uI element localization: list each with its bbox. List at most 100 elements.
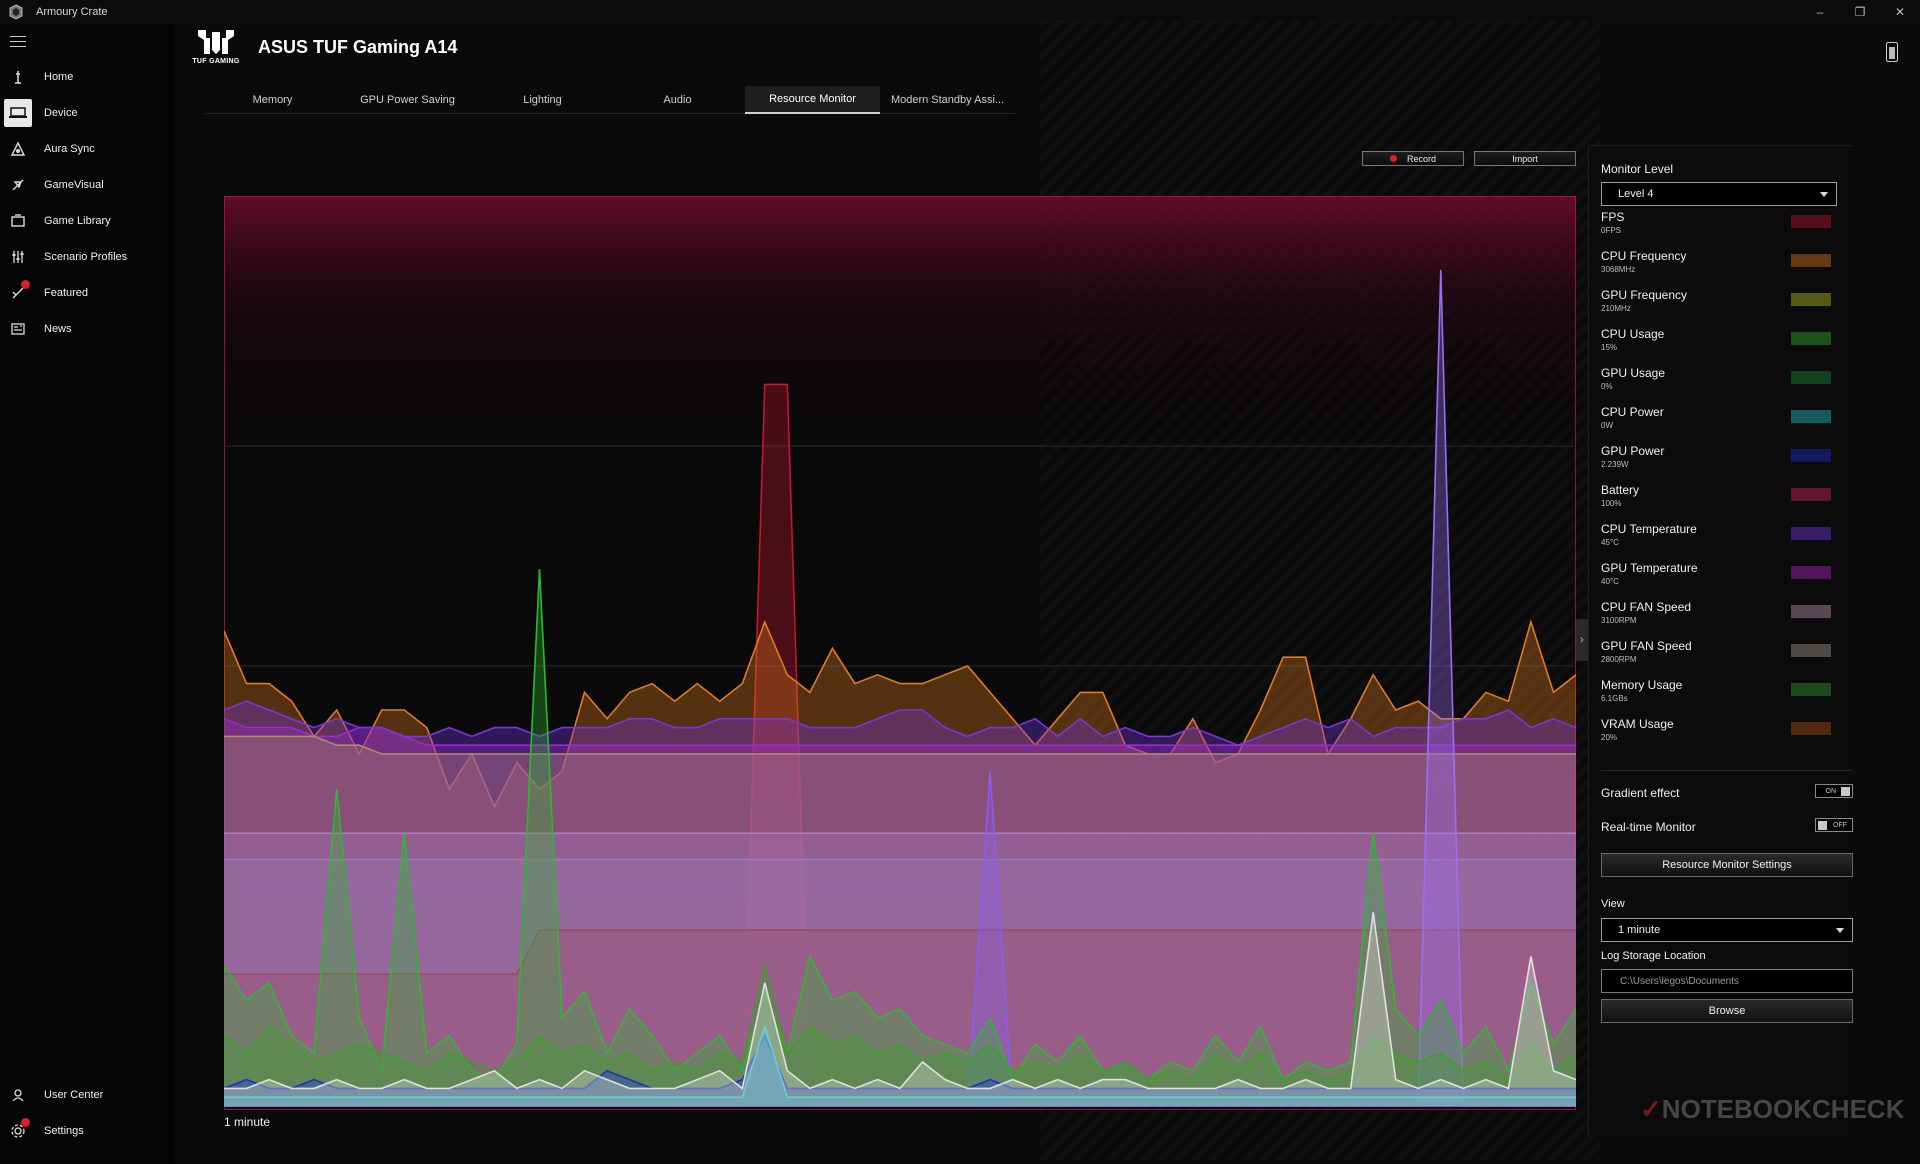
- hamburger-menu-icon[interactable]: [10, 36, 26, 48]
- sidebar-item-label: Settings: [44, 1125, 84, 1137]
- metric-color-swatch[interactable]: [1791, 215, 1831, 228]
- log-storage-label: Log Storage Location: [1601, 950, 1706, 962]
- metric-color-swatch[interactable]: [1791, 293, 1831, 306]
- monitor-level-label: Monitor Level: [1601, 162, 1674, 176]
- series-area: [224, 912, 1576, 1106]
- chevron-down-icon: [1836, 928, 1844, 933]
- metric-color-swatch[interactable]: [1791, 449, 1831, 462]
- sidebar-item-featured[interactable]: Featured: [0, 276, 175, 310]
- maximize-icon[interactable]: ❐: [1854, 5, 1866, 19]
- sidebar-item-home[interactable]: Home: [0, 60, 175, 94]
- metric-color-swatch[interactable]: [1791, 488, 1831, 501]
- minimize-icon[interactable]: –: [1816, 5, 1824, 19]
- metric-value: 2.239W: [1601, 460, 1629, 469]
- metric-color-swatch[interactable]: [1791, 722, 1831, 735]
- metric-row[interactable]: Battery 100%: [1601, 483, 1841, 522]
- sidebar-item-news[interactable]: News: [0, 312, 175, 346]
- tab-modern-standby-assistant[interactable]: Modern Standby Assi...: [890, 94, 1005, 106]
- metric-row[interactable]: GPU Frequency 210MHz: [1601, 288, 1841, 327]
- metric-value: 6.1GBs: [1601, 694, 1628, 703]
- metric-color-swatch[interactable]: [1791, 527, 1831, 540]
- resource-monitor-settings-button[interactable]: Resource Monitor Settings: [1601, 853, 1853, 877]
- metric-row[interactable]: CPU Temperature 45°C: [1601, 522, 1841, 561]
- metric-list[interactable]: FPS 0FPS CPU Frequency 3068MHz GPU Frequency…: [1589, 210, 1853, 758]
- sidebar-item-label: Scenario Profiles: [44, 251, 128, 263]
- series-line: [224, 718, 1576, 747]
- metric-name: VRAM Usage: [1601, 717, 1674, 731]
- metric-color-swatch[interactable]: [1791, 644, 1831, 657]
- metric-color-swatch[interactable]: [1791, 332, 1831, 345]
- metric-value: 210MHz: [1601, 304, 1631, 313]
- metric-value: 0%: [1601, 382, 1613, 391]
- record-button[interactable]: Record: [1362, 151, 1464, 166]
- sidebar-item-label: GameVisual: [44, 179, 104, 191]
- sidebar-item-label: Home: [44, 71, 74, 83]
- metric-row[interactable]: Memory Usage 6.1GBs: [1601, 678, 1841, 717]
- metric-color-swatch[interactable]: [1791, 254, 1831, 267]
- sidebar-item-user-center[interactable]: User Center: [0, 1078, 175, 1112]
- metric-row[interactable]: FPS 0FPS: [1601, 210, 1841, 249]
- metric-row[interactable]: CPU FAN Speed 3100RPM: [1601, 600, 1841, 639]
- panel-collapse-button[interactable]: ›: [1576, 619, 1588, 661]
- browse-button[interactable]: Browse: [1601, 999, 1853, 1023]
- metric-name: CPU Frequency: [1601, 249, 1687, 263]
- metric-name: CPU Power: [1601, 405, 1664, 419]
- realtime-monitor-toggle[interactable]: OFF: [1815, 818, 1853, 832]
- metric-row[interactable]: GPU FAN Speed 2800RPM: [1601, 639, 1841, 678]
- tab-memory[interactable]: Memory: [252, 94, 293, 106]
- log-storage-path-field[interactable]: C:\Users\legos\Documents: [1601, 969, 1853, 993]
- metric-name: Memory Usage: [1601, 678, 1683, 692]
- metric-row[interactable]: CPU Usage 15%: [1601, 327, 1841, 366]
- sidebar-item-settings[interactable]: Settings: [0, 1114, 175, 1148]
- monitor-settings-panel: Monitor Level Level 4 FPS 0FPS CPU Frequen…: [1588, 145, 1853, 1135]
- chevron-down-icon: [1820, 192, 1828, 197]
- metric-color-swatch[interactable]: [1791, 566, 1831, 579]
- toggle-knob: [1841, 786, 1850, 796]
- sidebar-item-gamevisual[interactable]: GameVisual: [0, 168, 175, 202]
- metric-row[interactable]: GPU Usage 0%: [1601, 366, 1841, 405]
- import-button[interactable]: Import: [1474, 151, 1576, 166]
- sidebar-item-label: Device: [44, 107, 78, 119]
- series-line: [224, 912, 1576, 1090]
- series-area: [224, 859, 1576, 1106]
- metric-row[interactable]: VRAM Frequency: [1601, 756, 1841, 758]
- tab-audio[interactable]: Audio: [663, 94, 692, 106]
- game-library-icon: [4, 207, 32, 235]
- gradient-effect-toggle[interactable]: ON: [1815, 784, 1853, 798]
- device-battery-icon[interactable]: [1886, 42, 1898, 62]
- armoury-crate-logo-icon: [9, 4, 23, 20]
- view-dropdown[interactable]: 1 minute: [1601, 918, 1853, 942]
- sidebar-item-device[interactable]: Device: [0, 96, 175, 130]
- scenario-profiles-icon: [4, 243, 32, 271]
- sidebar-item-scenario-profiles[interactable]: Scenario Profiles: [0, 240, 175, 274]
- title-bar: Armoury Crate – ❐ ✕: [0, 0, 1920, 24]
- tuf-logo-icon: [198, 30, 234, 54]
- metric-row[interactable]: VRAM Usage 20%: [1601, 717, 1841, 756]
- metric-color-swatch[interactable]: [1791, 371, 1831, 384]
- tab-resource-monitor[interactable]: Resource Monitor: [745, 86, 880, 114]
- metric-color-swatch[interactable]: [1791, 410, 1831, 423]
- metric-color-swatch[interactable]: [1791, 683, 1831, 696]
- view-value: 1 minute: [1618, 924, 1661, 936]
- metric-row[interactable]: CPU Power 0W: [1601, 405, 1841, 444]
- metric-name: CPU FAN Speed: [1601, 600, 1692, 614]
- sidebar-item-game-library[interactable]: Game Library: [0, 204, 175, 238]
- tab-lighting[interactable]: Lighting: [523, 94, 562, 106]
- sidebar-item-aura-sync[interactable]: Aura Sync: [0, 132, 175, 166]
- aura-sync-icon: [4, 135, 32, 163]
- metric-row[interactable]: GPU Power 2.239W: [1601, 444, 1841, 483]
- metric-value: 3100RPM: [1601, 616, 1637, 625]
- metric-row[interactable]: CPU Frequency 3068MHz: [1601, 249, 1841, 288]
- gamevisual-icon: [4, 171, 32, 199]
- monitor-level-dropdown[interactable]: Level 4: [1601, 182, 1837, 206]
- notebookcheck-watermark: ✓NOTEBOOKCHECK: [1640, 1094, 1905, 1124]
- tab-gpu-power-saving[interactable]: GPU Power Saving: [360, 94, 455, 106]
- series-area: [224, 569, 1576, 1106]
- gradient-effect-label: Gradient effect: [1601, 786, 1680, 800]
- toggle-knob: [1818, 820, 1827, 830]
- close-icon[interactable]: ✕: [1894, 5, 1906, 19]
- metric-value: 40°C: [1601, 577, 1619, 586]
- metric-row[interactable]: GPU Temperature 40°C: [1601, 561, 1841, 600]
- metric-color-swatch[interactable]: [1791, 605, 1831, 618]
- user-center-icon: [4, 1081, 32, 1109]
